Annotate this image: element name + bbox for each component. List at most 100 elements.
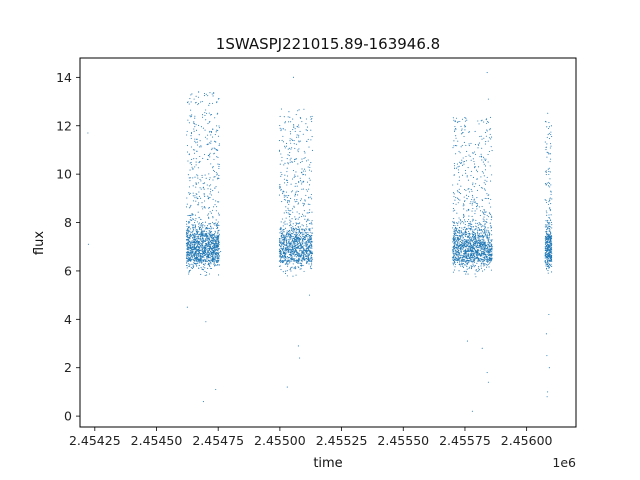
- data-point: [287, 263, 289, 265]
- data-point: [549, 246, 551, 248]
- data-point: [289, 249, 291, 251]
- data-point: [469, 260, 471, 262]
- data-point: [206, 158, 209, 160]
- data-point: [299, 228, 301, 230]
- data-point: [487, 234, 489, 236]
- data-point: [548, 267, 550, 269]
- data-point: [545, 149, 547, 151]
- data-point: [467, 262, 469, 264]
- data-point: [463, 257, 465, 259]
- data-point: [216, 237, 218, 239]
- data-point: [472, 229, 474, 231]
- data-point: [453, 242, 455, 244]
- data-point: [474, 243, 476, 245]
- data-point: [281, 218, 283, 220]
- data-point: [295, 239, 297, 241]
- data-point: [477, 233, 479, 235]
- data-point: [290, 244, 292, 246]
- data-point: [295, 229, 297, 231]
- data-point: [300, 243, 302, 245]
- data-point: [191, 240, 193, 242]
- data-point: [203, 247, 205, 249]
- data-point: [476, 203, 478, 205]
- data-point: [311, 223, 313, 225]
- data-point: [306, 248, 308, 250]
- data-point: [282, 241, 284, 243]
- data-point: [197, 241, 199, 243]
- data-point: [466, 244, 468, 246]
- data-point: [464, 120, 466, 122]
- data-point: [302, 238, 304, 240]
- data-point: [197, 232, 199, 234]
- data-point: [207, 244, 209, 246]
- data-point: [483, 258, 485, 260]
- data-point: [288, 241, 290, 243]
- data-point: [478, 206, 480, 208]
- data-point: [201, 251, 204, 253]
- data-point: [206, 240, 208, 242]
- data-point: [468, 154, 470, 156]
- data-point: [208, 173, 210, 175]
- data-point: [217, 239, 219, 241]
- data-point: [547, 203, 549, 205]
- data-point: [285, 195, 287, 197]
- data-point: [209, 230, 211, 232]
- data-point: [195, 124, 197, 126]
- data-point: [202, 235, 204, 237]
- data-point: [292, 76, 295, 78]
- data-point: [195, 246, 197, 249]
- data-point: [291, 230, 294, 232]
- data-point: [469, 250, 471, 252]
- data-point: [283, 228, 285, 230]
- data-point: [195, 101, 197, 103]
- data-point: [307, 218, 309, 220]
- data-point: [282, 128, 284, 130]
- data-point: [309, 179, 311, 181]
- data-point: [196, 249, 198, 251]
- data-point: [298, 126, 300, 128]
- data-point: [485, 119, 487, 121]
- data-point: [190, 137, 192, 139]
- data-point: [292, 169, 295, 172]
- data-point: [218, 175, 220, 177]
- data-point: [305, 234, 307, 237]
- data-point: [193, 263, 195, 265]
- data-point: [199, 228, 201, 230]
- data-point: [198, 243, 200, 245]
- data-point: [194, 227, 196, 229]
- data-point: [200, 223, 203, 225]
- data-point: [207, 260, 209, 262]
- data-point: [452, 247, 454, 249]
- data-point: [216, 125, 218, 127]
- data-point: [484, 165, 487, 167]
- data-point: [193, 158, 195, 160]
- data-point: [550, 145, 552, 147]
- data-point: [194, 235, 196, 237]
- data-point: [208, 256, 210, 258]
- data-point: [187, 230, 189, 232]
- data-point: [287, 233, 289, 235]
- data-point: [289, 246, 291, 248]
- data-point: [452, 249, 454, 251]
- data-point: [194, 232, 196, 235]
- data-point: [214, 133, 216, 136]
- data-point: [463, 213, 465, 215]
- data-point: [548, 251, 550, 253]
- data-point: [218, 144, 220, 147]
- data-point: [307, 254, 309, 256]
- data-point: [289, 251, 291, 253]
- data-point: [207, 232, 209, 234]
- data-point: [187, 232, 189, 234]
- data-point: [193, 254, 195, 257]
- data-point: [197, 223, 200, 225]
- data-point: [217, 221, 219, 223]
- data-point: [216, 249, 218, 251]
- data-point: [548, 170, 550, 172]
- data-point: [453, 232, 455, 234]
- data-point: [199, 247, 201, 250]
- data-point: [296, 200, 298, 202]
- data-point: [213, 169, 215, 171]
- data-point: [189, 244, 191, 246]
- data-point: [457, 235, 459, 237]
- data-point: [187, 119, 189, 121]
